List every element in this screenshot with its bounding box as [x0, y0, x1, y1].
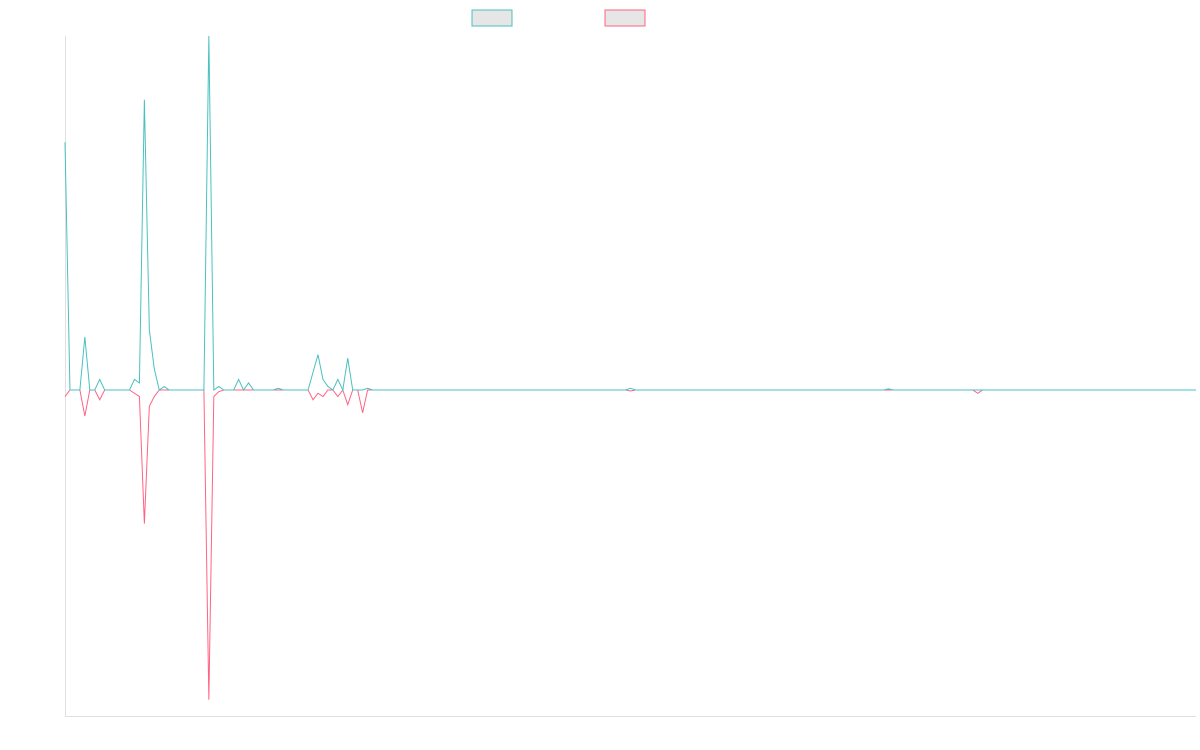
legend-swatch-positive[interactable] — [471, 9, 513, 27]
series-line-positive[interactable] — [64, 35, 1196, 392]
series-layer — [64, 35, 1196, 700]
legend-swatch-negative[interactable] — [604, 9, 646, 27]
axes — [65, 36, 1196, 717]
series-line-negative[interactable] — [64, 388, 1196, 700]
legend — [471, 9, 646, 27]
